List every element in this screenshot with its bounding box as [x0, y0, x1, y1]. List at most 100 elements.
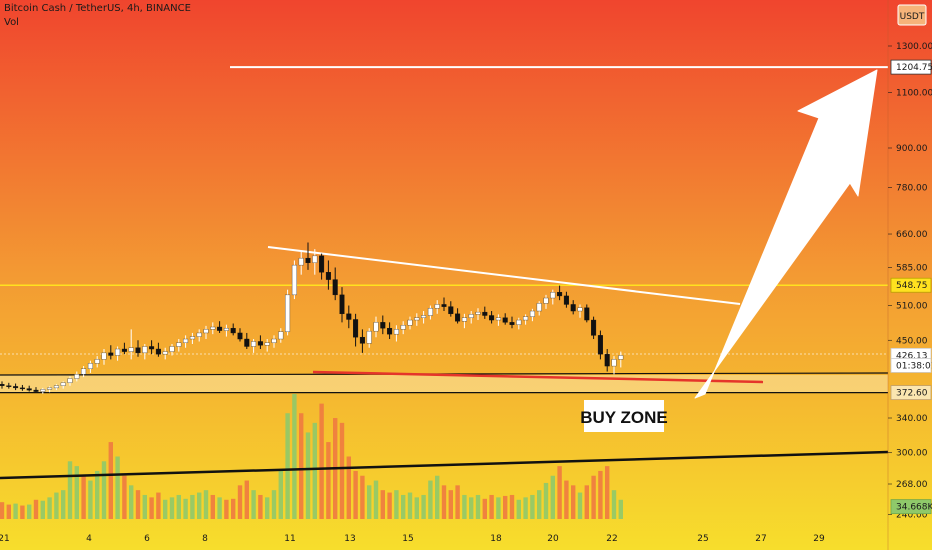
volume-bar: [176, 494, 181, 519]
volume-bar: [435, 475, 440, 519]
volume-bar: [503, 495, 508, 519]
candle-body: [135, 347, 141, 354]
candle-body: [373, 322, 379, 332]
volume-bar: [577, 492, 583, 519]
candle-body: [400, 325, 406, 330]
candle-body: [455, 313, 461, 322]
volume-bar: [183, 498, 188, 519]
volume-bar: [13, 503, 18, 519]
candle-body: [346, 313, 352, 320]
time-tick-label: 21: [0, 534, 10, 544]
price-tag-box: [890, 357, 932, 373]
currency-badge: USDT: [900, 12, 925, 22]
volume-bar: [217, 497, 222, 519]
volume-bar: [190, 494, 195, 519]
price-tick-label: 1300.00: [896, 42, 932, 52]
time-tick-label: 22: [606, 534, 617, 544]
volume-bar: [537, 490, 542, 519]
candle-body: [543, 297, 549, 304]
candle-body: [563, 295, 569, 305]
candle-body: [47, 387, 53, 390]
volume-bar: [61, 490, 66, 519]
buy-zone-label-box: [584, 400, 664, 432]
volume-bar: [231, 498, 236, 519]
volume-bar: [564, 480, 569, 519]
volume-bar: [95, 470, 100, 519]
candle-body: [142, 346, 148, 354]
candle-body: [81, 368, 87, 375]
volume-bar: [258, 494, 263, 519]
volume-bar: [81, 475, 86, 519]
volume-bar: [40, 500, 45, 519]
volume-bar: [54, 492, 59, 519]
volume-bar: [339, 422, 345, 519]
volume-bar: [475, 494, 481, 519]
price-tag-label: 34.668K: [896, 503, 932, 513]
candle-body: [183, 338, 189, 343]
volume-bar: [74, 466, 79, 519]
volume-bar: [88, 480, 93, 519]
price-tag-label: 372.60: [896, 389, 928, 399]
candle-body: [203, 329, 209, 334]
price-axis[interactable]: USDT 1300.00 1100.00 900.00 780.00 660.00 585.…: [887, 0, 932, 550]
candle-body: [482, 311, 488, 316]
volume-bar: [605, 466, 610, 519]
drawing-overlays: [0, 66, 889, 480]
candle-body: [264, 342, 270, 346]
candle-body: [67, 378, 73, 384]
volume-bar: [462, 494, 467, 519]
volume-bar: [278, 470, 283, 519]
candle-body: [196, 332, 202, 337]
price-tick-label: 660.00: [896, 230, 928, 240]
candle-body: [618, 355, 624, 360]
candle-body: [461, 317, 467, 322]
time-tick-label: 20: [547, 534, 559, 544]
candle-body: [489, 315, 495, 321]
price-tick-label: 510.00: [896, 302, 928, 312]
symbol-title[interactable]: Bitcoin Cash / TetherUS, 4h, BINANCE: [4, 3, 191, 14]
candle-body: [305, 257, 311, 263]
time-tick-label: 27: [755, 534, 766, 544]
volume-bar: [237, 485, 243, 519]
candle-body: [285, 294, 291, 332]
volume-bar: [618, 499, 623, 519]
volume-bar: [373, 480, 379, 519]
candle-body: [271, 338, 277, 343]
candle-body: [434, 304, 440, 309]
volume-bar: [292, 394, 297, 519]
volume-indicator-label[interactable]: Vol: [4, 17, 19, 28]
volume-bar: [557, 466, 562, 519]
volume-bar: [360, 475, 365, 519]
candle-body: [536, 303, 542, 312]
candle-body: [169, 346, 175, 352]
time-tick-label: 13: [344, 534, 355, 544]
support-trendline: [312, 370, 764, 384]
candle-body: [611, 359, 617, 367]
candle-body: [60, 382, 66, 386]
bullish-arrow-shape: [694, 69, 878, 399]
volume-bar: [27, 504, 32, 519]
time-axis[interactable]: 21 4 6 8 11 13 15 18 20 22 25 27 29: [0, 534, 825, 544]
volume-bar: [367, 485, 372, 519]
volume-bar: [421, 494, 426, 519]
candle-body: [407, 319, 413, 326]
candle-body: [121, 348, 127, 352]
candle-body: [257, 341, 263, 346]
target-arrow: BUY ZONE: [580, 69, 878, 432]
candle-body: [319, 255, 325, 273]
volume-bar: [285, 413, 290, 519]
candle-body: [210, 326, 216, 330]
volume-bar: [571, 485, 576, 519]
volume-bar: [163, 499, 168, 519]
volume-bar: [33, 499, 39, 519]
candle-body: [604, 353, 610, 367]
volume-bar: [598, 470, 603, 519]
volume-bar: [305, 432, 311, 519]
volume-bar: [0, 502, 5, 519]
candle-body: [40, 389, 46, 392]
volume-bar: [380, 490, 385, 519]
candle-body: [244, 338, 250, 347]
candle-body: [162, 351, 168, 355]
candle-body: [6, 385, 12, 387]
